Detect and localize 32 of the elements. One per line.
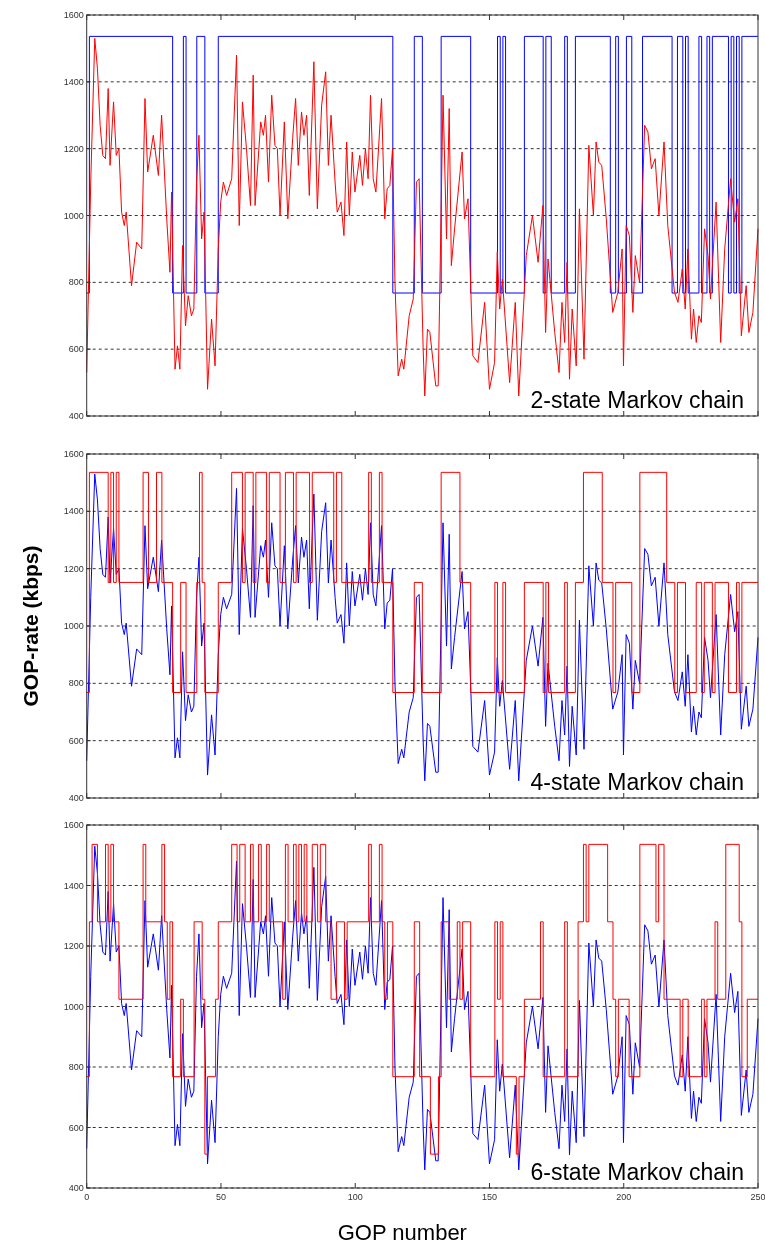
y-tick-label: 600: [68, 344, 84, 355]
y-tick-label: 1400: [63, 506, 84, 517]
x-tick-label: 250: [750, 1192, 765, 1202]
y-tick-label: 1000: [63, 210, 84, 221]
y-tick-label: 1600: [63, 820, 84, 831]
x-tick-label: 150: [481, 1192, 497, 1202]
annotation: 6-state Markov chain: [530, 1159, 744, 1185]
x-tick-label: 200: [616, 1192, 632, 1202]
annotation: 2-state Markov chain: [530, 387, 744, 413]
y-tick-label: 1200: [63, 563, 84, 574]
x-tick-label: 100: [347, 1192, 363, 1202]
y-tick-label: 800: [68, 678, 84, 689]
y-axis-title: GOP-rate (kbps): [19, 545, 42, 707]
y-tick-label: 600: [68, 1122, 84, 1133]
y-tick-label: 1600: [63, 449, 84, 460]
y-tick-label: 1000: [63, 1001, 84, 1012]
y-tick-label: 1200: [63, 941, 84, 952]
y-tick-label: 1400: [63, 880, 84, 891]
y-tick-label: 1400: [63, 76, 84, 87]
y-tick-label: 800: [68, 277, 84, 288]
annotation: 4-state Markov chain: [530, 769, 744, 795]
y-tick-label: 600: [68, 735, 84, 746]
y-tick-label: 400: [68, 793, 84, 804]
y-tick-label: 1600: [63, 10, 84, 21]
y-tick-label: 1200: [63, 143, 84, 154]
x-axis-title: GOP number: [337, 1220, 467, 1245]
y-tick-label: 400: [68, 411, 84, 422]
y-tick-label: 400: [68, 1183, 84, 1194]
y-tick-label: 800: [68, 1062, 84, 1073]
x-tick-label: 0: [84, 1192, 90, 1202]
y-tick-label: 1000: [63, 621, 84, 632]
x-tick-label: 50: [215, 1192, 226, 1202]
